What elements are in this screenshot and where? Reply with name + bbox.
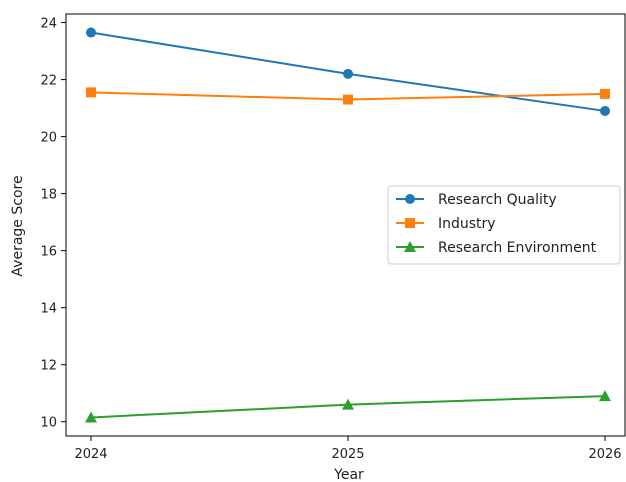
legend-marker-research-environment xyxy=(404,241,416,252)
y-tick-label-24: 24 xyxy=(40,17,57,32)
data-point-research-quality-2025 xyxy=(343,68,353,79)
legend-label-research-quality: Research Quality xyxy=(438,192,557,208)
legend-box xyxy=(387,185,621,265)
legend-marker-industry xyxy=(405,218,415,228)
x-tick-label-2025: 2025 xyxy=(331,447,364,462)
legend: Research Quality Industry Research Environ… xyxy=(387,185,621,265)
axes: 10 12 14 16 18 20 22 24 2024 2025 2026 xyxy=(40,13,626,462)
legend-label-research-environment: Research Environment xyxy=(438,240,597,256)
data-point-research-environment-2024 xyxy=(85,411,97,423)
y-axis-label: Average Score xyxy=(10,175,26,276)
y-tick-label-20: 20 xyxy=(40,131,57,146)
y-tick-label-18: 18 xyxy=(40,188,57,203)
y-tick-label-10: 10 xyxy=(40,416,57,431)
data-point-research-quality-2026 xyxy=(600,105,610,116)
data-point-industry-2025 xyxy=(343,94,353,105)
y-tick-label-16: 16 xyxy=(40,245,57,260)
y-tick-label-14: 14 xyxy=(40,302,57,317)
legend-label-industry: Industry xyxy=(438,216,496,232)
plot-area xyxy=(85,27,611,423)
data-point-industry-2024 xyxy=(86,87,96,98)
data-point-industry-2026 xyxy=(600,88,610,99)
data-point-research-environment-2025 xyxy=(342,398,354,410)
data-point-research-environment-2026 xyxy=(599,390,611,402)
x-tick-label-2026: 2026 xyxy=(588,447,621,462)
x-axis-label: Year xyxy=(333,467,364,482)
y-tick-label-12: 12 xyxy=(40,359,57,374)
x-tick-label-2024: 2024 xyxy=(74,447,107,462)
y-tick-label-22: 22 xyxy=(40,74,57,89)
legend-marker-research-quality xyxy=(405,194,415,204)
plot-frame xyxy=(65,13,626,437)
data-point-research-quality-2024 xyxy=(86,27,96,38)
